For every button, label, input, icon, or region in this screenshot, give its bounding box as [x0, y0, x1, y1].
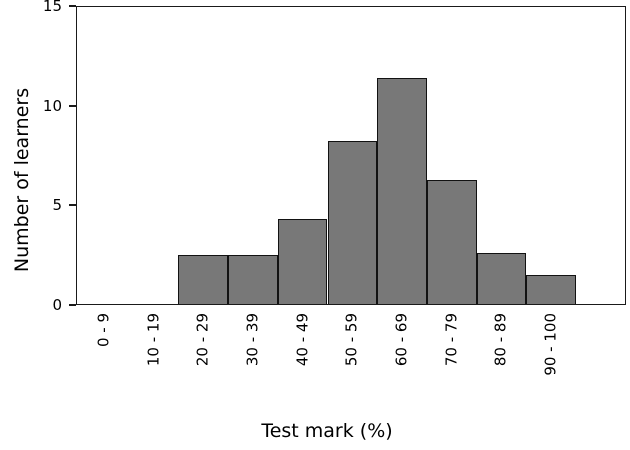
- x-axis-title: Test mark (%): [261, 420, 393, 442]
- y-tick-mark: [69, 204, 76, 207]
- bar-20-29: [178, 255, 229, 305]
- x-tick-label: 40 - 49: [293, 313, 312, 367]
- x-tick-label: 30 - 39: [243, 313, 262, 367]
- x-tick-label: 90 - 100: [541, 313, 560, 376]
- x-tick-label: 50 - 59: [342, 313, 361, 367]
- bar-90-100: [526, 275, 576, 305]
- x-tick-label: 0 - 9: [94, 313, 113, 348]
- y-tick-mark: [69, 304, 76, 306]
- bar-40-49: [277, 219, 328, 305]
- y-tick-label: 0: [52, 296, 62, 314]
- y-tick-label: 5: [52, 196, 62, 215]
- x-tick-label: 20 - 29: [193, 313, 212, 367]
- bar-30-39: [228, 255, 278, 305]
- plot-area: [76, 6, 626, 305]
- x-tick-label: 70 - 79: [442, 313, 461, 367]
- bar-50-59: [327, 140, 378, 305]
- x-tick-label: 60 - 69: [392, 313, 411, 367]
- y-tick-label: 10: [42, 96, 62, 115]
- bar-70-79: [426, 180, 477, 305]
- y-axis-title: Number of learners: [11, 87, 33, 273]
- y-tick-mark: [69, 5, 76, 7]
- x-tick-label: 10 - 19: [144, 313, 163, 367]
- bar-80-89: [476, 253, 527, 305]
- y-tick-label: 15: [42, 0, 62, 15]
- y-tick-mark: [69, 104, 76, 107]
- x-tick-label: 80 - 89: [491, 313, 510, 367]
- bar-60-69: [377, 77, 427, 305]
